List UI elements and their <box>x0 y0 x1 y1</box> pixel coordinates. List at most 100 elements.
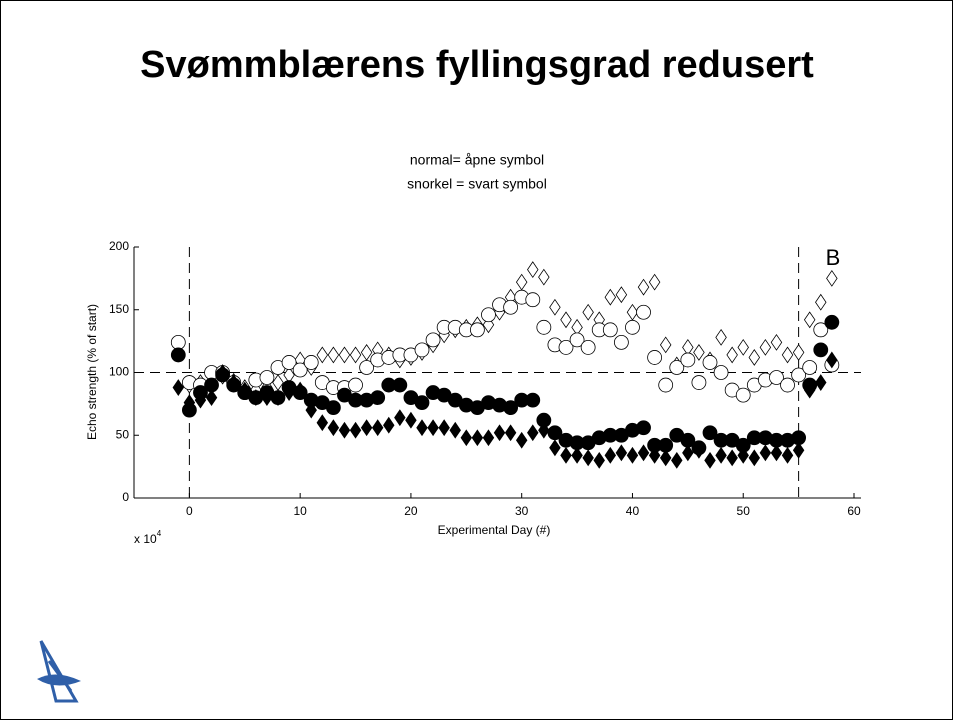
diamond-marker <box>371 419 384 437</box>
diamond-marker <box>615 286 628 304</box>
diamond-marker <box>183 394 196 412</box>
diamond-marker <box>471 429 484 447</box>
circle-marker <box>481 307 496 323</box>
diamond-marker <box>349 346 362 364</box>
circle-marker <box>281 355 297 370</box>
circle-marker <box>503 400 519 416</box>
diamond-marker <box>549 298 561 316</box>
diamond-marker <box>626 303 639 321</box>
circle-marker <box>669 360 685 375</box>
circle-marker <box>691 375 707 390</box>
diamond-marker <box>194 391 207 409</box>
logo-fish <box>37 674 81 686</box>
diamond-marker <box>515 431 528 449</box>
circle-marker <box>303 355 319 370</box>
circle-marker <box>680 352 696 368</box>
circle-marker <box>780 377 795 393</box>
circle-marker <box>602 322 618 338</box>
circle-marker <box>525 292 541 308</box>
diamond-marker <box>349 421 362 439</box>
diamond-marker <box>360 344 373 361</box>
diamond-marker <box>560 311 572 329</box>
diamond-marker <box>216 364 229 381</box>
diamond-marker <box>527 261 539 279</box>
y-tick-label: 100 <box>109 365 129 379</box>
logo <box>39 640 79 703</box>
circle-marker <box>503 299 519 315</box>
diamond-marker <box>582 449 594 467</box>
diamond-marker <box>715 446 727 464</box>
diamond-marker <box>571 446 583 464</box>
subtitle: normal= åpne symbol <box>410 152 544 168</box>
circle-marker <box>292 362 308 378</box>
diamond-marker <box>272 389 284 407</box>
circle-marker <box>469 322 485 338</box>
y-tick-label: 150 <box>109 302 129 316</box>
diamond-marker <box>704 451 716 469</box>
circle-marker <box>735 387 751 403</box>
circle-marker <box>824 314 840 330</box>
diamond-marker <box>770 444 783 462</box>
diamond-marker <box>239 381 251 399</box>
diamond-marker <box>792 344 805 361</box>
diamond-marker <box>815 374 827 391</box>
diamond-marker <box>748 449 761 467</box>
diamond-marker <box>205 389 218 407</box>
diamond-marker <box>748 349 761 366</box>
diamond-marker <box>549 439 561 457</box>
circle-marker <box>813 322 829 338</box>
circle-marker <box>359 360 375 375</box>
x-tick-label: 60 <box>847 504 861 518</box>
circle-marker <box>702 355 718 370</box>
diamond-marker <box>803 381 816 399</box>
diamond-marker <box>250 389 262 407</box>
y-tick-label: 50 <box>116 427 130 441</box>
x-tick-label: 20 <box>404 504 418 518</box>
diamond-marker <box>715 328 727 346</box>
y-tick-label: 0 <box>122 490 129 504</box>
diamond-marker <box>648 273 661 291</box>
diamond-marker <box>637 444 650 462</box>
x-axis-label: Experimental Day (#) <box>438 523 551 537</box>
diamond-marker <box>305 401 317 419</box>
diamond-marker <box>294 381 306 399</box>
y-axis-label: Echo strength (% of start) <box>85 304 99 440</box>
diamond-marker <box>693 344 705 361</box>
diamond-marker <box>737 338 749 356</box>
diamond-marker <box>338 346 351 364</box>
diamond-marker <box>316 346 329 364</box>
diamond-marker <box>737 446 749 464</box>
circle-marker <box>791 367 807 383</box>
title: Svømmblærens fyllingsgrad redusert <box>140 44 814 86</box>
diamond-marker <box>460 429 473 447</box>
circle-marker <box>558 339 574 355</box>
diamond-marker <box>272 374 284 391</box>
diamond-marker <box>671 451 683 469</box>
circle-marker <box>636 304 651 320</box>
circle-marker <box>536 319 552 335</box>
diamond-marker <box>538 421 550 439</box>
diamond-marker <box>327 346 340 364</box>
diamond-marker <box>283 384 295 401</box>
diamond-marker <box>405 411 417 429</box>
diamond-marker <box>316 414 329 432</box>
diamond-marker <box>604 446 617 464</box>
diamond-marker <box>172 379 185 396</box>
diamond-marker <box>560 446 572 464</box>
diamond-marker <box>482 429 495 447</box>
diamond-marker <box>815 293 827 311</box>
circle-marker <box>325 400 341 416</box>
circle-marker <box>170 347 186 363</box>
diamond-marker <box>261 389 273 407</box>
x-tick-label: 40 <box>626 504 640 518</box>
x-tick-label: 10 <box>293 504 307 518</box>
diamond-marker <box>682 444 694 462</box>
circle-marker <box>569 332 585 348</box>
circle-marker <box>392 377 408 393</box>
x-tick-label: 0 <box>186 504 193 518</box>
diamond-marker <box>593 451 605 469</box>
diamond-marker <box>394 409 406 427</box>
diamond-marker <box>416 419 428 437</box>
subtitle: snorkel = svart symbol <box>407 176 547 192</box>
